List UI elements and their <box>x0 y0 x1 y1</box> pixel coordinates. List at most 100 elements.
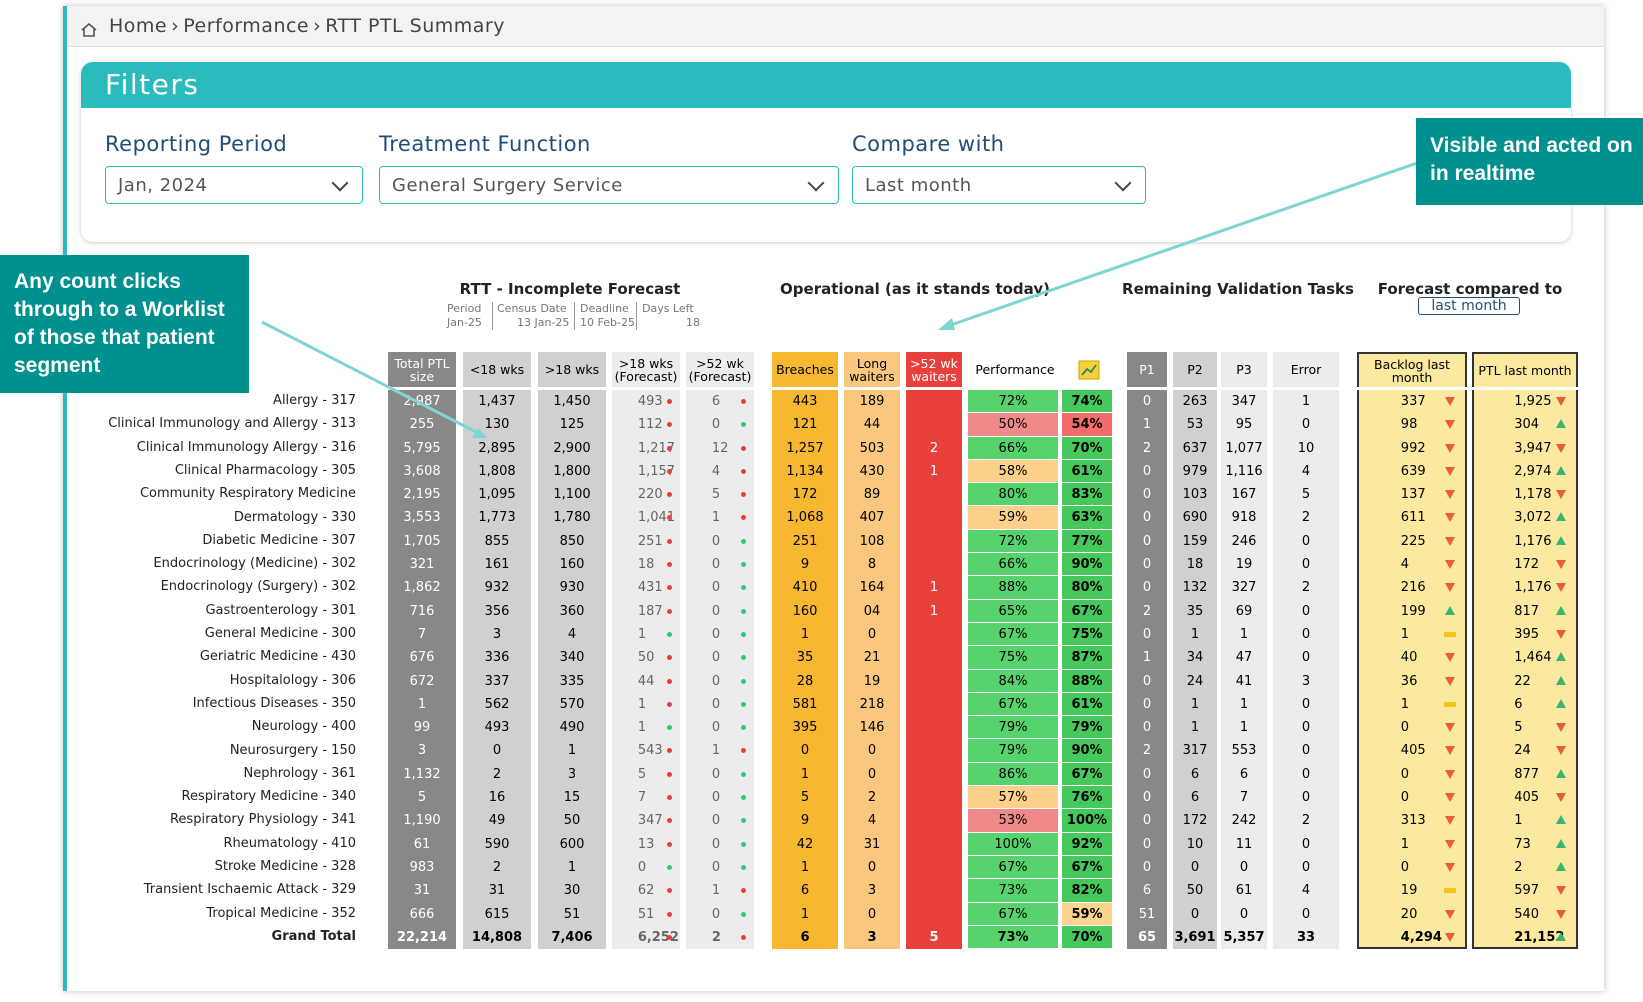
long-waiters-cell[interactable]: 2 <box>844 786 900 809</box>
lt18-cell[interactable]: 31 <box>463 879 531 902</box>
p3-cell[interactable]: 327 <box>1221 576 1267 599</box>
p2-cell[interactable]: 263 <box>1173 390 1217 413</box>
ptl-last-month-cell[interactable]: 1,178 <box>1474 483 1576 506</box>
breaches-cell[interactable]: 251 <box>772 530 838 553</box>
p3-cell[interactable]: 1 <box>1221 716 1267 739</box>
gt52-waiters-cell[interactable]: 5 <box>906 926 962 949</box>
performance-trend-cell[interactable]: 61% <box>1062 692 1112 717</box>
performance-trend-cell[interactable]: 82% <box>1062 879 1112 903</box>
gt52-forecast-cell[interactable]: 2 <box>686 926 754 949</box>
p3-cell[interactable]: 1,116 <box>1221 460 1267 483</box>
p2-cell[interactable]: 3,691 <box>1173 926 1217 949</box>
p3-cell[interactable]: 347 <box>1221 390 1267 413</box>
long-waiters-cell[interactable]: 189 <box>844 390 900 413</box>
backlog-last-month-cell[interactable]: 1 <box>1359 833 1465 856</box>
error-cell[interactable]: 0 <box>1273 600 1339 623</box>
p3-cell[interactable]: 553 <box>1221 739 1267 762</box>
performance-trend-cell[interactable]: 67% <box>1062 762 1112 787</box>
error-cell[interactable]: 0 <box>1273 693 1339 716</box>
breaches-cell[interactable]: 1 <box>772 623 838 646</box>
gt52-forecast-cell[interactable]: 12 <box>686 437 754 460</box>
total-ptl-cell[interactable]: 716 <box>388 600 456 623</box>
performance-trend-cell[interactable]: 79% <box>1062 716 1112 740</box>
breaches-cell[interactable]: 443 <box>772 390 838 413</box>
p3-cell[interactable]: 95 <box>1221 413 1267 436</box>
gt18-forecast-cell[interactable]: 431 <box>612 576 680 599</box>
lt18-cell[interactable]: 615 <box>463 903 531 926</box>
long-waiters-cell[interactable]: 218 <box>844 693 900 716</box>
gt18-cell[interactable]: 340 <box>538 646 606 669</box>
p2-cell[interactable]: 24 <box>1173 670 1217 693</box>
lt18-cell[interactable]: 14,808 <box>463 926 531 949</box>
backlog-last-month-cell[interactable]: 19 <box>1359 879 1465 902</box>
performance-cell[interactable]: 58% <box>968 459 1058 484</box>
gt18-forecast-cell[interactable]: 51 <box>612 903 680 926</box>
performance-cell[interactable]: 72% <box>968 390 1058 414</box>
compare-with-select[interactable]: Last month <box>852 166 1146 204</box>
gt18-forecast-cell[interactable]: 0 <box>612 856 680 879</box>
p1-cell[interactable]: 0 <box>1127 833 1167 856</box>
p1-cell[interactable]: 2 <box>1127 437 1167 460</box>
performance-trend-cell[interactable]: 77% <box>1062 529 1112 554</box>
p3-cell[interactable]: 41 <box>1221 670 1267 693</box>
performance-cell[interactable]: 86% <box>968 762 1058 787</box>
ptl-last-month-cell[interactable]: 1,176 <box>1474 530 1576 553</box>
gt18-forecast-cell[interactable]: 1,157 <box>612 460 680 483</box>
gt18-cell[interactable]: 360 <box>538 600 606 623</box>
gt18-cell[interactable]: 125 <box>538 413 606 436</box>
total-ptl-cell[interactable]: 321 <box>388 553 456 576</box>
performance-cell[interactable]: 67% <box>968 692 1058 717</box>
gt52-forecast-cell[interactable]: 0 <box>686 576 754 599</box>
gt18-cell[interactable]: 1,100 <box>538 483 606 506</box>
p3-cell[interactable]: 167 <box>1221 483 1267 506</box>
backlog-last-month-cell[interactable]: 4 <box>1359 553 1465 576</box>
total-ptl-cell[interactable]: 1,705 <box>388 530 456 553</box>
long-waiters-cell[interactable]: 44 <box>844 413 900 436</box>
p1-cell[interactable]: 0 <box>1127 576 1167 599</box>
total-ptl-cell[interactable]: 5 <box>388 786 456 809</box>
long-waiters-cell[interactable]: 430 <box>844 460 900 483</box>
error-cell[interactable]: 0 <box>1273 413 1339 436</box>
total-ptl-cell[interactable]: 1,132 <box>388 763 456 786</box>
p3-cell[interactable]: 5,357 <box>1221 926 1267 949</box>
gt18-cell[interactable]: 1 <box>538 856 606 879</box>
gt52-forecast-cell[interactable]: 0 <box>686 763 754 786</box>
p2-cell[interactable]: 18 <box>1173 553 1217 576</box>
total-ptl-cell[interactable]: 1 <box>388 693 456 716</box>
gt18-cell[interactable]: 1,450 <box>538 390 606 413</box>
total-ptl-cell[interactable]: 61 <box>388 833 456 856</box>
gt18-cell[interactable]: 4 <box>538 623 606 646</box>
error-cell[interactable]: 0 <box>1273 833 1339 856</box>
header-p2[interactable]: P2 <box>1173 352 1217 387</box>
gt52-forecast-cell[interactable]: 0 <box>686 623 754 646</box>
performance-cell[interactable]: 80% <box>968 483 1058 507</box>
long-waiters-cell[interactable]: 4 <box>844 809 900 832</box>
backlog-last-month-cell[interactable]: 4,294 <box>1359 926 1465 949</box>
breadcrumb-home[interactable]: Home <box>109 15 168 37</box>
gt18-cell[interactable]: 50 <box>538 809 606 832</box>
breaches-cell[interactable]: 0 <box>772 739 838 762</box>
lt18-cell[interactable]: 562 <box>463 693 531 716</box>
performance-cell[interactable]: 73% <box>968 879 1058 903</box>
performance-cell[interactable]: 59% <box>968 506 1058 530</box>
gt18-cell[interactable]: 7,406 <box>538 926 606 949</box>
p1-cell[interactable]: 0 <box>1127 460 1167 483</box>
p3-cell[interactable]: 0 <box>1221 856 1267 879</box>
gt52-forecast-cell[interactable]: 1 <box>686 739 754 762</box>
chart-icon[interactable] <box>1066 352 1112 387</box>
error-cell[interactable]: 4 <box>1273 879 1339 902</box>
error-cell[interactable]: 0 <box>1273 856 1339 879</box>
lt18-cell[interactable]: 49 <box>463 809 531 832</box>
lt18-cell[interactable]: 161 <box>463 553 531 576</box>
backlog-last-month-cell[interactable]: 611 <box>1359 506 1465 529</box>
long-waiters-cell[interactable]: 0 <box>844 623 900 646</box>
p2-cell[interactable]: 34 <box>1173 646 1217 669</box>
lt18-cell[interactable]: 1,437 <box>463 390 531 413</box>
gt18-forecast-cell[interactable]: 13 <box>612 833 680 856</box>
gt52-waiters-cell[interactable]: 1 <box>906 460 962 483</box>
gt18-cell[interactable]: 850 <box>538 530 606 553</box>
p1-cell[interactable]: 1 <box>1127 646 1167 669</box>
gt18-forecast-cell[interactable]: 5 <box>612 763 680 786</box>
lt18-cell[interactable]: 2 <box>463 856 531 879</box>
total-ptl-cell[interactable]: 22,214 <box>388 926 456 949</box>
